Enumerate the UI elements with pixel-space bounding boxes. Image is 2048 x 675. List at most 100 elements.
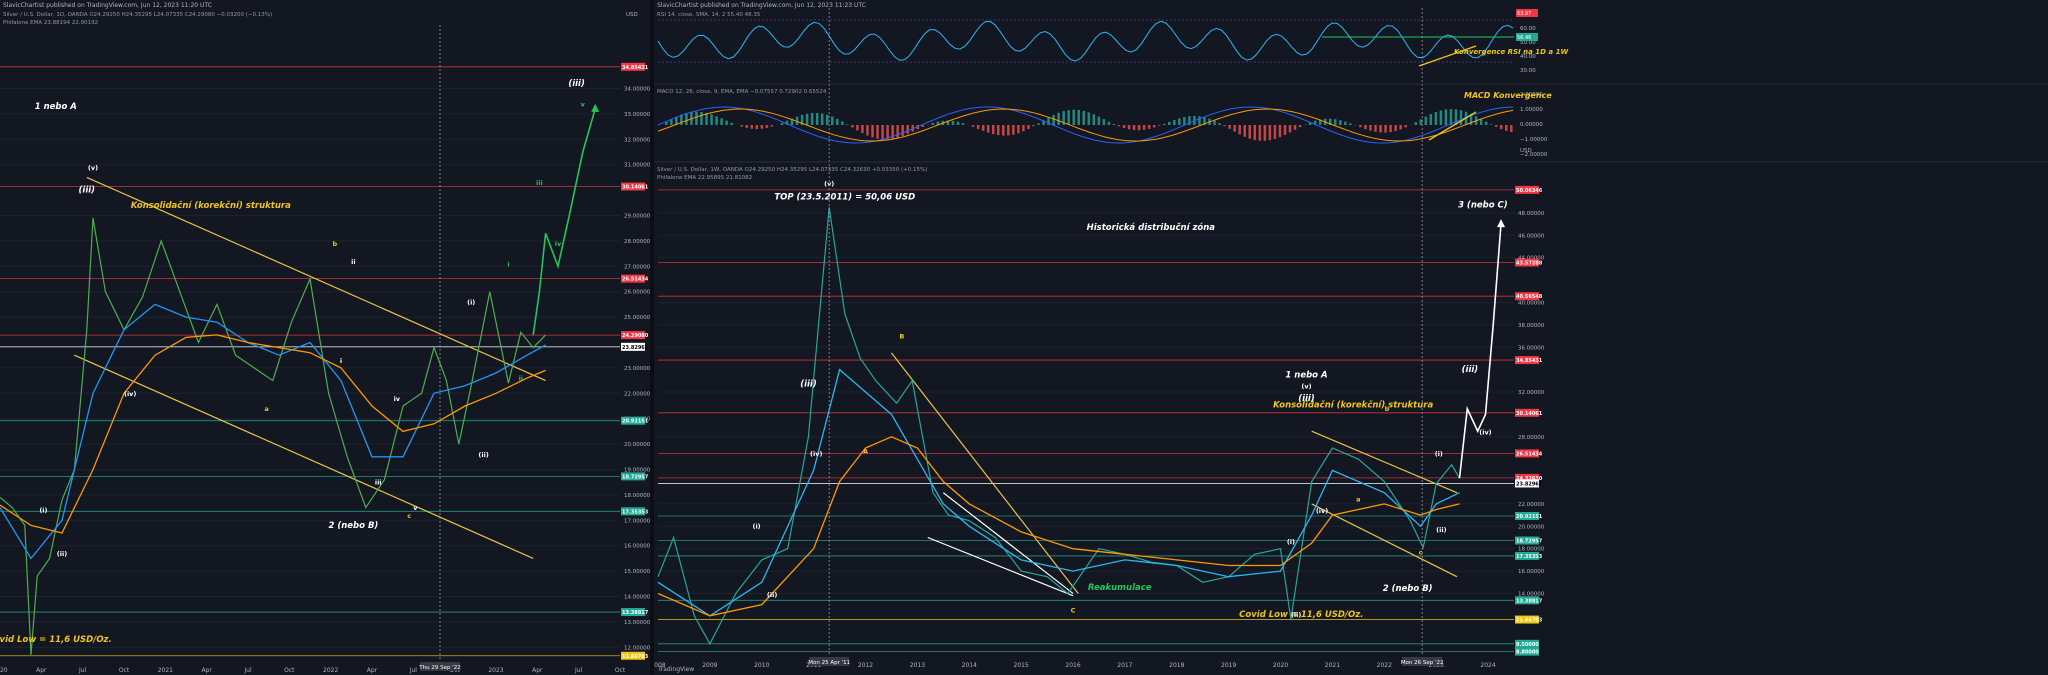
- macd-histogram-bar: [971, 125, 975, 127]
- macd-histogram-bar: [891, 125, 894, 139]
- macd-histogram-bar: [765, 125, 769, 128]
- macd-histogram-bar: [936, 121, 940, 125]
- wave-annotation: (i): [467, 298, 475, 306]
- wave-annotation: TOP (23.5.2011) = 50,06 USD: [774, 193, 915, 203]
- rsi-level-label: 63.97: [1517, 11, 1531, 17]
- macd-histogram-bar: [856, 125, 859, 131]
- right-price-chart[interactable]: 14.00000 16.00000 18.00000 20.00000 22.00000…: [654, 0, 2048, 675]
- wave-annotation: a: [264, 405, 268, 413]
- wave-annotation: iv: [394, 395, 401, 403]
- y-tick-label: 38.00000: [1518, 323, 1545, 329]
- macd-signal-line: [657, 108, 1514, 142]
- series-line-silver: [657, 207, 1461, 646]
- level-label: 18.72957: [622, 474, 649, 480]
- rsi-divergence-arrow: [1418, 45, 1477, 67]
- macd-histogram-bar: [1489, 124, 1493, 125]
- y-tick-label: 23.00000: [624, 366, 650, 372]
- macd-histogram-bar: [695, 111, 698, 125]
- trendline: [1311, 503, 1458, 578]
- macd-histogram-bar: [760, 125, 764, 129]
- macd-histogram-bar: [790, 118, 794, 125]
- macd-histogram-bar: [1505, 125, 1508, 131]
- wave-annotation: (i): [1435, 450, 1443, 458]
- x-tick-label: 2018: [1169, 662, 1184, 669]
- macd-histogram-bar: [675, 116, 678, 125]
- projection-arrowhead: [591, 103, 600, 112]
- left-legend-symbol: Silver / U.S. Dollar, 1D, OANDA O24.2925…: [3, 12, 273, 18]
- x-tick-label: 2017: [1117, 662, 1132, 669]
- wave-annotation: (iv): [810, 450, 822, 458]
- level-badge: [1515, 473, 1539, 482]
- macd-histogram-bar: [1379, 125, 1382, 133]
- rsi-level-badge: [1516, 33, 1538, 41]
- macd-histogram-bar: [1313, 120, 1317, 125]
- price-legend-ema: Phifalone EMA 22.95895 21.81082: [657, 175, 753, 181]
- macd-histogram-bar: [1127, 125, 1131, 130]
- level-badge: [1515, 639, 1539, 648]
- level-label: 43.57288: [1516, 261, 1543, 267]
- macd-histogram-bar: [1298, 125, 1302, 128]
- macd-histogram-bar: [1067, 110, 1070, 125]
- macd-histogram-bar: [831, 116, 834, 125]
- macd-histogram-bar: [866, 125, 869, 136]
- x-tick-label: Jul: [409, 667, 418, 674]
- y-tick-label: 22.00000: [624, 391, 650, 397]
- macd-histogram-bar: [780, 122, 784, 125]
- rsi-tick-label: 30.00: [1520, 68, 1536, 74]
- macd-histogram-bar: [1339, 120, 1342, 125]
- macd-histogram-bar: [705, 112, 708, 125]
- wave-annotation: A: [863, 448, 868, 456]
- macd-histogram-bar: [1439, 110, 1443, 125]
- wave-annotation: i: [507, 260, 509, 268]
- level-badge: [621, 472, 645, 481]
- macd-histogram-bar: [685, 112, 688, 125]
- level-badge: [1515, 551, 1539, 560]
- macd-annotation: MACD Konvergence: [1464, 91, 1552, 100]
- macd-histogram-bar: [1389, 125, 1392, 133]
- macd-histogram-bar: [1042, 120, 1045, 125]
- macd-histogram-bar: [1283, 125, 1287, 135]
- macd-histogram-bar: [1203, 117, 1206, 125]
- macd-histogram-bar: [800, 114, 804, 125]
- left-price-chart[interactable]: 12.00000 13.00000 14.00000 15.00000 16.00000…: [0, 0, 650, 675]
- rsi-level-badge: [1516, 9, 1538, 17]
- x-tick-label: 2013: [910, 662, 925, 669]
- macd-histogram-bar: [1012, 125, 1015, 135]
- wave-annotation: (ii): [1291, 611, 1301, 619]
- y-tick-label: 17.00000: [624, 518, 650, 524]
- level-label: 34.85431: [622, 65, 649, 71]
- y-tick-label: 20.00000: [624, 442, 650, 448]
- rsi-tick-label: 40.00: [1520, 54, 1536, 60]
- macd-histogram-bar: [715, 116, 718, 125]
- rsi-level-label: 56.46: [1517, 35, 1531, 41]
- level-badge: [1515, 292, 1539, 301]
- y-tick-label: 31.00000: [624, 163, 650, 169]
- macd-histogram-bar: [1147, 125, 1151, 129]
- wave-annotation: (i): [1287, 538, 1295, 546]
- macd-histogram-bar: [1198, 116, 1201, 125]
- x-tick-label: Apr: [367, 667, 378, 674]
- x-tick-label: 2023: [488, 667, 503, 674]
- level-label: 26.51434: [1516, 451, 1543, 457]
- wave-annotation: (ii): [57, 550, 67, 558]
- y-tick-label: 48.00000: [1518, 211, 1545, 217]
- macd-histogram-bar: [1459, 110, 1463, 125]
- rsi-legend: RSI 14, close, SMA, 14, 2 55.40 48.35: [657, 12, 761, 18]
- macd-histogram-bar: [951, 120, 955, 125]
- wave-annotation: Konsolidační (korekční) struktura: [1273, 400, 1433, 411]
- level-label: 11.66703: [1516, 618, 1543, 624]
- macd-histogram-bar: [795, 116, 799, 125]
- level-badge: [1515, 596, 1539, 605]
- wave-annotation: (ii): [767, 591, 777, 599]
- macd-histogram-bar: [1293, 125, 1297, 130]
- y-tick-label: 46.00000: [1518, 233, 1545, 239]
- macd-histogram-bar: [755, 125, 759, 130]
- trendline: [1311, 430, 1458, 494]
- level-label: 9.50000: [1516, 642, 1539, 648]
- macd-histogram-bar: [1077, 109, 1080, 125]
- macd-histogram-bar: [1117, 125, 1121, 127]
- macd-histogram-bar: [720, 118, 723, 125]
- level-label: 13.38817: [1516, 598, 1543, 604]
- wave-annotation: (i): [752, 523, 760, 531]
- macd-histogram-bar: [810, 113, 814, 125]
